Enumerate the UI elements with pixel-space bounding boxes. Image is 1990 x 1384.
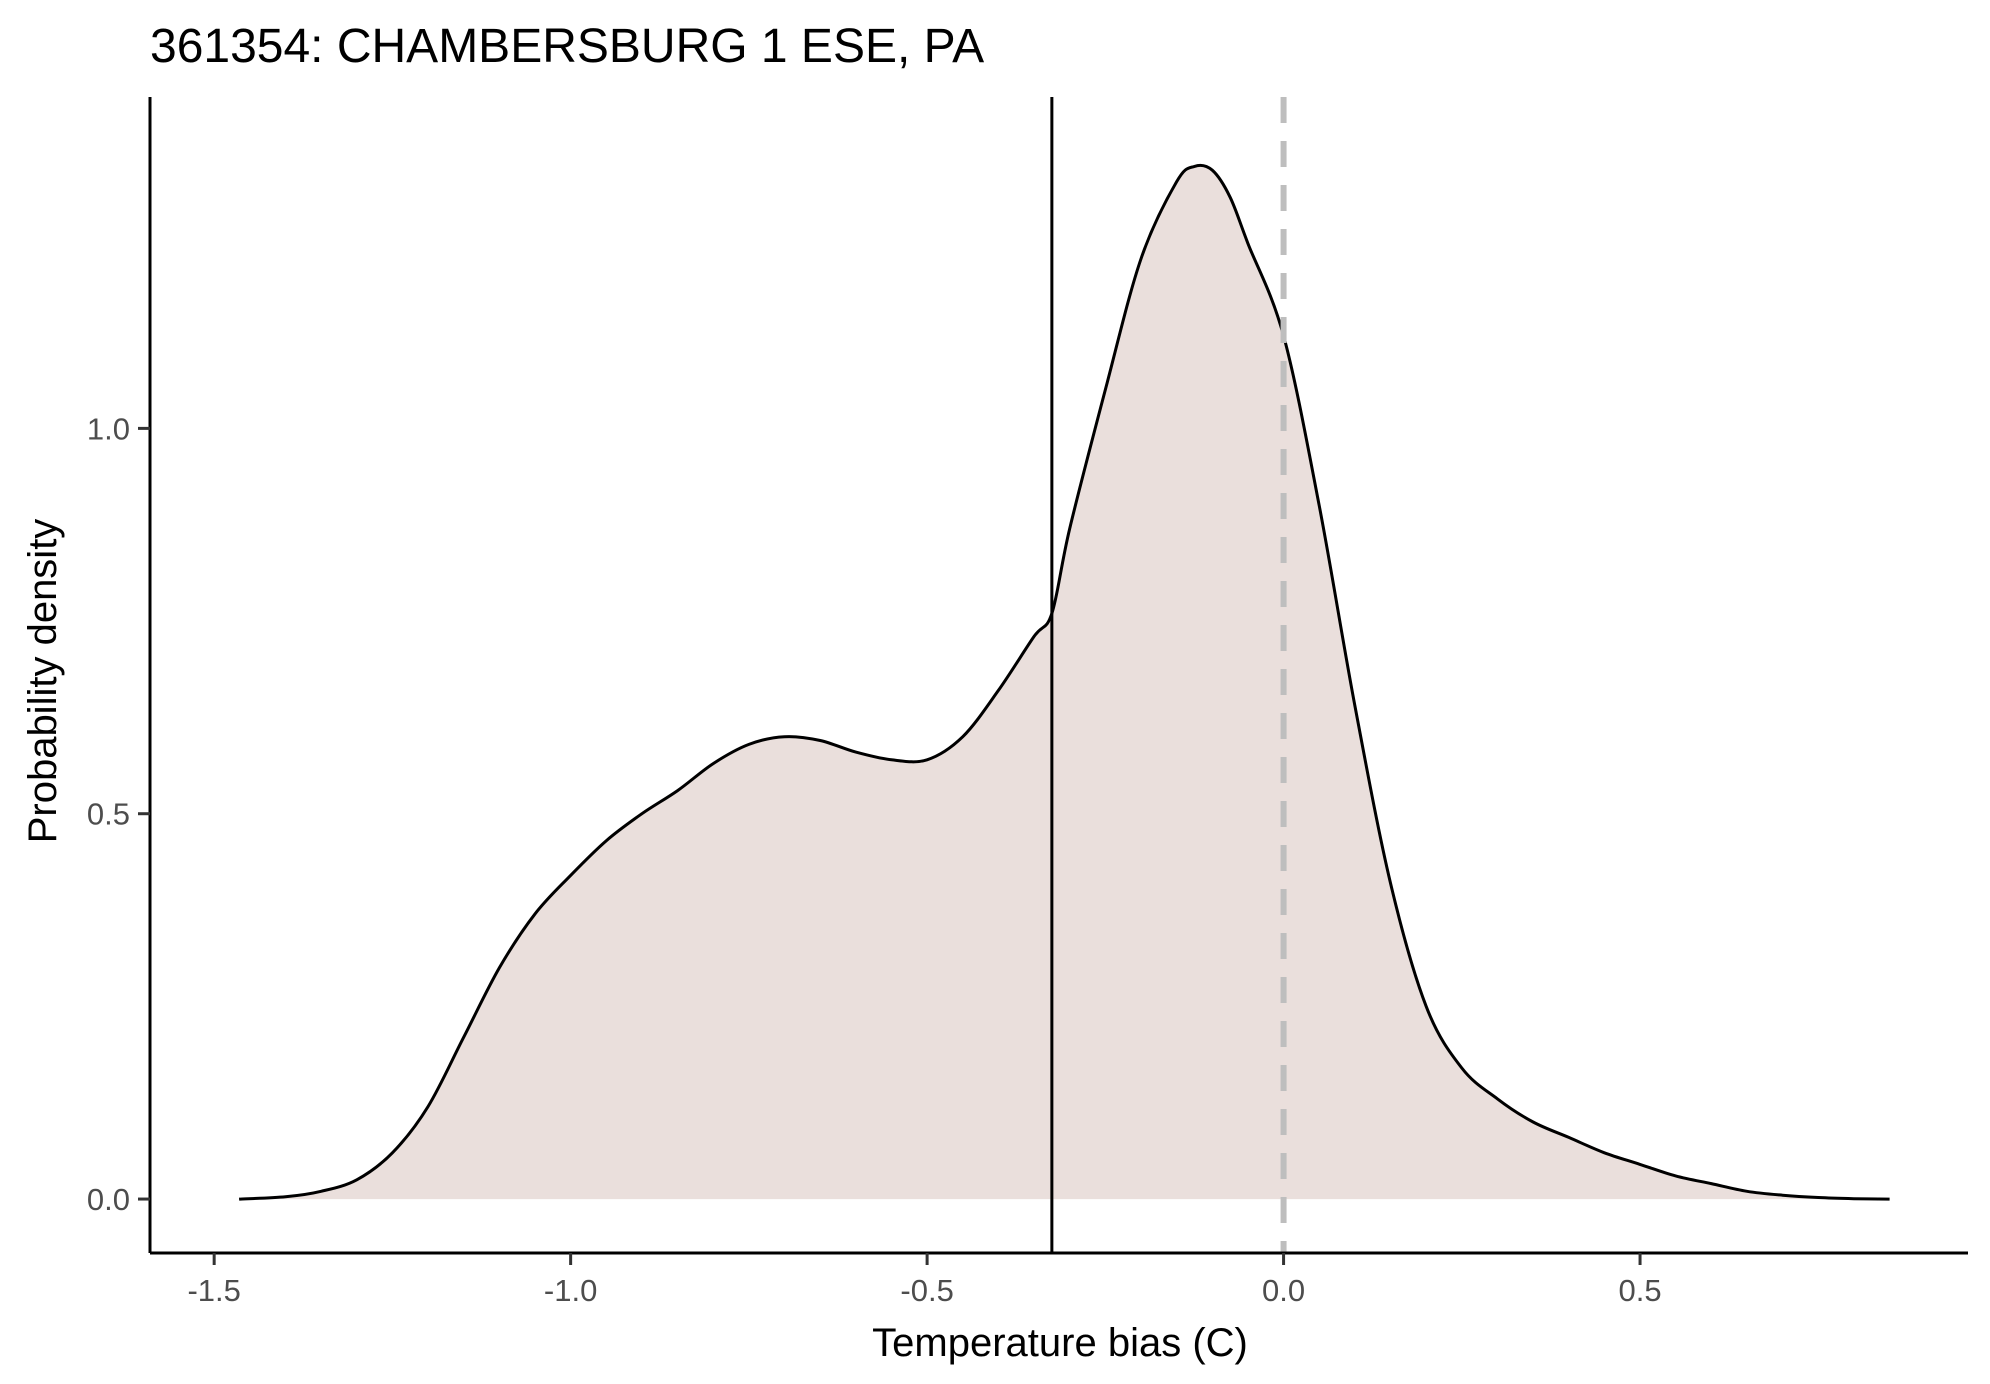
axes: -1.5 -1.0 -0.5 0.0 0.5 0.0 0.5 1.0 [87,97,1968,1308]
chart-title: 361354: CHAMBERSBURG 1 ESE, PA [150,20,984,73]
density-curve [239,163,1890,1201]
x-tick-label: 0.0 [1262,1273,1305,1308]
density-area-fill [239,165,1890,1200]
x-tick-label: -0.5 [900,1273,953,1308]
y-axis-ticks: 0.0 0.5 1.0 [87,411,150,1217]
y-tick-label: 0.0 [87,1182,130,1217]
x-tick-label: 0.5 [1618,1273,1661,1308]
x-axis-ticks: -1.5 -1.0 -0.5 0.0 0.5 [187,1253,1662,1308]
plot-area [239,97,1890,1253]
x-axis-title: Temperature bias (C) [872,1321,1248,1365]
y-tick-label: 0.5 [87,797,130,832]
x-tick-label: -1.0 [544,1273,597,1308]
x-tick-label: -1.5 [187,1273,240,1308]
y-tick-label: 1.0 [87,411,130,446]
y-axis-title: Probability density [21,519,65,844]
